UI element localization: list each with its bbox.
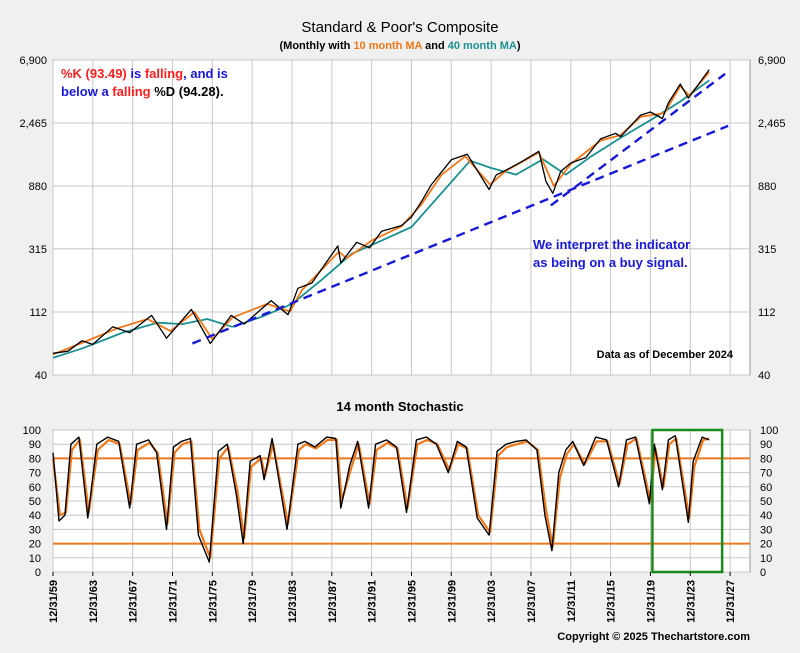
- stochastic-y-tick-right: 50: [760, 496, 772, 508]
- interpretation-line-1: We interpret the indicator: [533, 237, 690, 252]
- subtitle-and: and: [422, 40, 448, 52]
- highlight-box: [651, 428, 724, 574]
- price-y-tick-left: 2,465: [19, 118, 47, 130]
- stochastic-y-tick-right: 60: [760, 482, 772, 494]
- date-tick-label: 12/31/63: [88, 580, 100, 623]
- chart-title: Standard & Poor's Composite: [301, 19, 498, 36]
- subtitle-prefix: (Monthly with: [280, 40, 354, 52]
- stochastic-y-tick-left: 70: [29, 468, 41, 480]
- stochastic-panel: 0 0 10 10 20 20 30 30 40 40 50 50 60 60 70 70 80 80 90 90 10…: [23, 425, 779, 579]
- date-tick-label: 12/31/87: [327, 580, 339, 623]
- price-y-tick-left: 6,900: [19, 55, 47, 67]
- stochastic-y-tick-left: 0: [35, 567, 41, 579]
- date-tick-label: 12/31/03: [486, 580, 498, 623]
- date-tick-label: 12/31/79: [247, 580, 259, 623]
- trendline-1: [191, 124, 729, 345]
- date-tick-label: 12/31/19: [645, 580, 657, 623]
- and-is-text: , and is: [183, 66, 228, 81]
- stochastic-y-tick-left: 60: [29, 482, 41, 494]
- k-value-text: %K (93.49): [61, 66, 127, 81]
- series-pct-d: [51, 437, 710, 559]
- stochastic-y-tick-right: 70: [760, 468, 772, 480]
- price-y-ticks: 40 40 112 112 315 315 880 880 2,465 2,465 6,900 6,9…: [19, 55, 785, 382]
- price-y-tick-right: 2,465: [758, 118, 786, 130]
- d-value-text: (94.28).: [175, 84, 223, 99]
- falling-text-1: falling: [145, 66, 183, 81]
- data-as-of: Data as of December 2024: [597, 349, 734, 361]
- stochastic-y-tick-right: 0: [760, 567, 766, 579]
- date-tick-label: 12/31/15: [606, 580, 618, 623]
- price-y-tick-right: 880: [758, 181, 776, 193]
- series-standard-poor-s-composite: [52, 69, 710, 354]
- is-text: is: [127, 66, 145, 81]
- stochastic-y-tick-right: 80: [760, 453, 772, 465]
- chart-subtitle: (Monthly with 10 month MA and 40 month M…: [280, 40, 521, 52]
- date-tick-label: 12/31/67: [128, 580, 140, 623]
- stochastic-title: 14 month Stochastic: [336, 399, 463, 414]
- date-tick-label: 12/31/07: [526, 580, 538, 623]
- stochastic-y-tick-right: 30: [760, 524, 772, 536]
- price-y-tick-right: 315: [758, 244, 776, 256]
- price-series: [52, 69, 710, 359]
- copyright: Copyright © 2025 Thechartstore.com: [557, 631, 750, 643]
- price-y-tick-left: 315: [29, 244, 47, 256]
- price-y-tick-left: 880: [29, 181, 47, 193]
- price-plot-area: [52, 59, 751, 376]
- price-panel: 40 40 112 112 315 315 880 880 2,465 2,465 6,900 6,9…: [19, 55, 785, 382]
- date-tick-label: 12/31/95: [406, 580, 418, 623]
- stochastic-y-tick-left: 40: [29, 510, 41, 522]
- date-tick-label: 12/31/59: [48, 580, 60, 623]
- signal-note-line-1: %K (93.49) is falling, and is: [61, 66, 228, 81]
- trendlines: [191, 72, 729, 345]
- date-tick-label: 12/31/99: [446, 580, 458, 623]
- date-tick-label: 12/31/23: [685, 580, 697, 623]
- d-label-text: %D: [151, 84, 176, 99]
- subtitle-suffix: ): [517, 40, 521, 52]
- stochastic-y-tick-left: 80: [29, 453, 41, 465]
- stochastic-y-tick-right: 10: [760, 553, 772, 565]
- price-grid: [52, 59, 750, 376]
- stochastic-y-tick-left: 90: [29, 439, 41, 451]
- falling-text-2: falling: [112, 84, 150, 99]
- price-y-tick-left: 40: [35, 370, 47, 382]
- series-pct-k: [52, 435, 710, 563]
- stochastic-y-tick-left: 100: [23, 425, 41, 437]
- stochastic-y-tick-left: 50: [29, 496, 41, 508]
- below-a-text: below a: [61, 84, 112, 99]
- subtitle-ma40: 40 month MA: [448, 40, 517, 52]
- price-y-tick-right: 112: [758, 307, 776, 319]
- price-y-tick-right: 6,900: [758, 55, 786, 67]
- stochastic-y-tick-right: 90: [760, 439, 772, 451]
- interpretation-line-2: as being on a buy signal.: [533, 255, 688, 270]
- price-y-tick-right: 40: [758, 370, 770, 382]
- stochastic-reference-lines: [53, 457, 750, 545]
- stochastic-y-tick-left: 30: [29, 524, 41, 536]
- stochastic-y-tick-right: 40: [760, 510, 772, 522]
- price-y-tick-left: 112: [29, 307, 47, 319]
- signal-note-line-2: below a falling %D (94.28).: [61, 84, 224, 99]
- date-tick-label: 12/31/91: [367, 580, 379, 623]
- subtitle-ma10: 10 month MA: [353, 40, 422, 52]
- stochastic-y-tick-left: 20: [29, 539, 41, 551]
- date-tick-label: 12/31/83: [287, 580, 299, 623]
- highlight-box-rect: [651, 428, 724, 574]
- stochastic-y-ticks: 0 0 10 10 20 20 30 30 40 40 50 50 60 60 70 70 80 80 90 90 10…: [23, 425, 779, 579]
- date-tick-label: 12/31/75: [207, 580, 219, 623]
- date-tick-label: 12/31/11: [566, 580, 578, 622]
- date-axis-labels: 12/31/59 12/31/63 12/31/67 12/31/71 12/31/75…: [48, 572, 737, 623]
- stochastic-series: [51, 435, 710, 563]
- date-tick-label: 12/31/27: [725, 580, 737, 623]
- trendline-2: [550, 72, 726, 207]
- stochastic-y-tick-left: 10: [29, 553, 41, 565]
- series-10-month-ma: [52, 71, 710, 356]
- stochastic-y-tick-right: 20: [760, 539, 772, 551]
- date-tick-label: 12/31/71: [167, 580, 179, 623]
- stochastic-y-tick-right: 100: [760, 425, 778, 437]
